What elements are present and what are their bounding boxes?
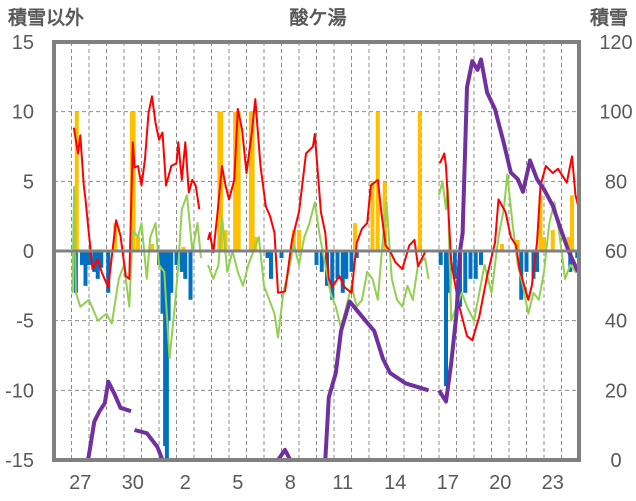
blue-bar <box>87 251 91 265</box>
blue-bar <box>99 251 104 268</box>
tick-labels: 15 10 5 0 -5 -10 -15 120 100 80 60 40 20 0 27 30 2 5 8 11 14… <box>5 32 633 494</box>
right-axis-tick-label: 20 <box>605 380 627 402</box>
blue-bar <box>319 251 324 272</box>
orange-bar <box>74 111 79 252</box>
x-axis-tick-label: 5 <box>232 472 243 494</box>
blue-bar <box>80 251 84 265</box>
left-axis-tick-label: -5 <box>16 311 34 333</box>
left-axis-tick-label: 10 <box>12 102 34 124</box>
blue-bar <box>164 251 169 460</box>
orange-bar <box>542 237 546 251</box>
green-series-line <box>71 173 580 360</box>
blue-bar <box>568 251 573 272</box>
orange-bar <box>417 111 422 252</box>
x-axis-tick-label: 2 <box>180 472 191 494</box>
left-axis-title: 積雪以外 <box>8 6 84 29</box>
blue-bar <box>535 251 539 272</box>
left-axis-tick-label: 5 <box>23 171 34 193</box>
plot-frame <box>52 40 581 462</box>
orange-bar <box>353 223 357 251</box>
blue-bar <box>452 251 457 279</box>
blue-bar <box>95 251 100 279</box>
blue-bar <box>473 251 478 279</box>
orange-bar <box>181 246 186 251</box>
orange-bar <box>570 195 574 251</box>
left-axis-tick-label: 0 <box>23 241 34 263</box>
orange-bar <box>515 239 520 251</box>
purple-series-line <box>75 57 580 462</box>
blue-bar <box>468 251 473 279</box>
right-axis-title: 積雪 <box>590 6 628 29</box>
blue-bar <box>179 251 184 272</box>
right-axis-tick-label: 60 <box>605 241 627 263</box>
blue-bar <box>330 251 335 300</box>
orange-bar <box>538 195 543 251</box>
orange-bar <box>136 237 140 251</box>
lines-layer <box>71 57 580 462</box>
left-axis-tick-label: 15 <box>12 32 34 54</box>
x-axis-tick-label: 27 <box>69 472 91 494</box>
blue-bar <box>349 251 354 272</box>
left-axis-tick-label: -15 <box>5 450 34 472</box>
orange-bar <box>131 111 136 252</box>
orange-bar <box>291 230 296 251</box>
blue-bar <box>166 251 171 321</box>
blue-bar <box>183 251 188 279</box>
blue-bar <box>479 251 483 265</box>
blue-bar <box>279 251 284 258</box>
blue-bar <box>524 251 529 272</box>
chart-title: 酸ケ湯 <box>289 6 346 29</box>
red-series-line <box>72 95 580 342</box>
blue-bar <box>92 251 97 272</box>
orange-bar <box>566 237 571 251</box>
orange-bar <box>370 181 375 251</box>
x-axis-tick-label: 11 <box>332 472 353 494</box>
orange-bar <box>223 230 228 251</box>
orange-bar <box>236 111 241 252</box>
blue-bar <box>335 251 340 279</box>
right-axis-tick-label: 120 <box>599 32 632 54</box>
blue-bar <box>106 251 111 293</box>
blue-bar <box>314 251 319 265</box>
right-axis-tick-label: 0 <box>610 450 621 472</box>
x-axis-tick-label: 20 <box>489 472 511 494</box>
x-axis-tick-label: 17 <box>437 472 459 494</box>
blue-bar <box>438 251 443 265</box>
blue-bar <box>340 251 345 293</box>
orange-bar <box>150 244 154 251</box>
right-axis-tick-label: 80 <box>605 171 627 193</box>
right-axis-tick-label: 40 <box>605 311 627 333</box>
blue-bar <box>444 251 448 387</box>
orange-bar <box>500 244 504 251</box>
orange-bar <box>297 230 301 251</box>
orange-bar <box>113 223 118 251</box>
blue-bar <box>463 251 468 293</box>
blue-bar <box>269 251 273 279</box>
blue-bar <box>169 251 174 293</box>
blue-bar <box>344 251 349 279</box>
x-axis-tick-label: 14 <box>384 472 406 494</box>
plot-border <box>52 40 581 462</box>
blue-bar <box>354 251 359 258</box>
blue-bar <box>83 251 88 286</box>
left-axis-tick-label: -10 <box>5 380 34 402</box>
blue-bar <box>174 251 179 265</box>
x-axis-tick-label: 30 <box>122 472 144 494</box>
x-axis-tick-label: 23 <box>542 472 564 494</box>
x-axis-tick-label: 8 <box>285 472 296 494</box>
blue-bar <box>265 251 270 258</box>
blue-bar <box>188 251 193 300</box>
orange-bar <box>250 111 255 252</box>
right-axis-tick-label: 100 <box>599 102 632 124</box>
blue-bar <box>160 251 165 314</box>
orange-bar <box>550 230 555 251</box>
